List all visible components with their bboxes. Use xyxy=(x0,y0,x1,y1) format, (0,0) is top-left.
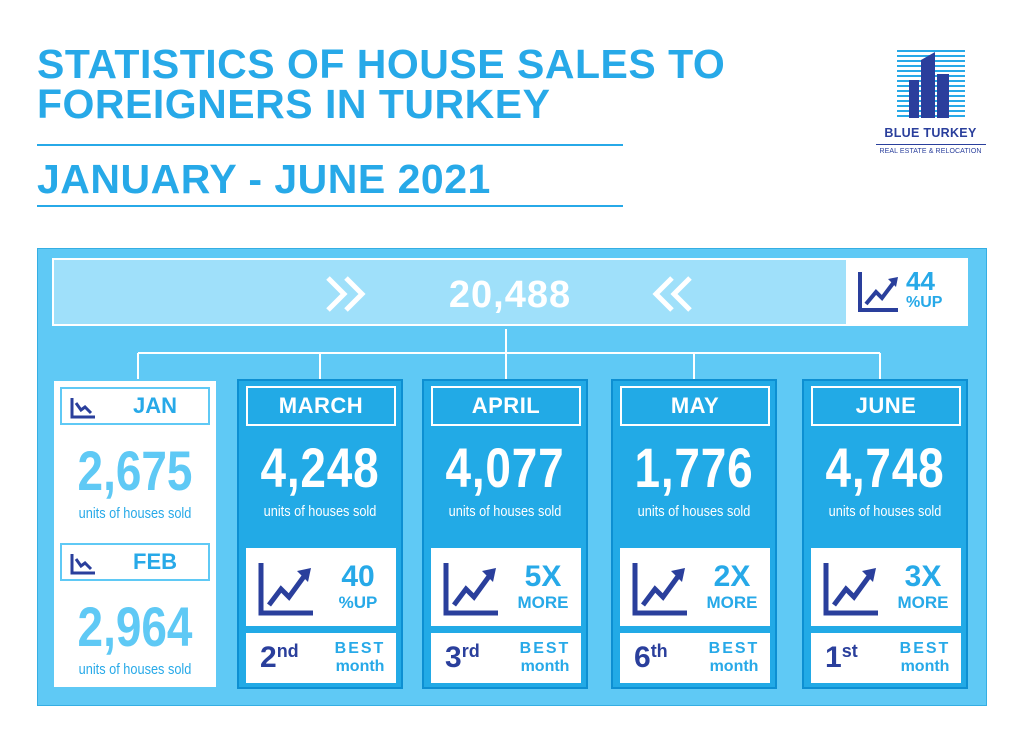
page-title: STATISTICS OF HOUSE SALES TO FOREIGNERS … xyxy=(37,41,726,127)
month-label: JUNE xyxy=(811,386,961,426)
month-sales-value: 1,776 xyxy=(634,436,754,499)
trend-up-icon xyxy=(443,563,498,616)
brand-logo: BLUE TURKEY REAL ESTATE & RELOCATION xyxy=(868,46,993,164)
month-stat-box: 2X MORE xyxy=(620,548,770,626)
month-rank-box: 1st BEST month xyxy=(811,633,961,683)
month-rank-box: 6th BEST month xyxy=(620,633,770,683)
rank-best-label: BEST xyxy=(334,640,386,657)
building-logo-icon xyxy=(896,50,965,118)
month-card-april: APRIL 4,077 units of houses sold 5X MORE… xyxy=(422,379,588,689)
month-stat-box: 5X MORE xyxy=(431,548,581,626)
double-chevron-left-icon xyxy=(652,276,692,312)
month-stat-value: 2X xyxy=(713,560,751,593)
month-units: units of houses sold xyxy=(263,503,377,520)
trend-up-icon xyxy=(632,563,687,616)
month-stat-label: %UP xyxy=(338,593,378,612)
month-rank: 6th xyxy=(634,641,668,674)
stats-panel: 20,488 44 %UP xyxy=(37,248,987,706)
month-sales-value: 4,248 xyxy=(260,436,380,499)
month-stat-box: 40 %UP xyxy=(246,548,396,626)
page-subtitle: JANUARY - JUNE 2021 xyxy=(37,156,491,202)
month-rank: 2nd xyxy=(260,641,299,674)
month-card-may: MAY 1,776 units of houses sold 2X MORE 6… xyxy=(611,379,777,689)
month-card-june: JUNE 4,748 units of houses sold 3X MORE … xyxy=(802,379,968,689)
month-sales-value: 4,077 xyxy=(445,436,565,499)
logo-tagline: REAL ESTATE & RELOCATION xyxy=(879,148,982,155)
feb-label: FEB xyxy=(133,549,177,574)
trend-down-icon xyxy=(70,554,95,575)
logo-divider xyxy=(875,144,986,145)
rank-month-label: month xyxy=(335,658,385,675)
total-change-value: 44 xyxy=(906,266,935,296)
double-chevron-right-icon xyxy=(326,276,366,312)
trend-up-icon xyxy=(823,563,878,616)
rank-month-label: month xyxy=(900,658,950,675)
month-stat-value: 3X xyxy=(904,560,942,593)
feb-units: units of houses sold xyxy=(78,661,192,678)
month-stat-label: MORE xyxy=(706,593,758,612)
month-label: APRIL xyxy=(431,386,581,426)
title-underline xyxy=(37,144,623,146)
month-stat-label: MORE xyxy=(897,593,949,612)
jan-feb-card: JAN 2,675 units of houses sold FEB 2,964… xyxy=(52,379,218,689)
month-units: units of houses sold xyxy=(637,503,751,520)
logo-name: BLUE TURKEY xyxy=(884,126,977,140)
month-rank: 3rd xyxy=(445,641,480,674)
month-sales-value: 4,748 xyxy=(825,436,945,499)
feb-value: 2,964 xyxy=(77,595,193,658)
month-units: units of houses sold xyxy=(828,503,942,520)
month-stat-box: 3X MORE xyxy=(811,548,961,626)
month-stat-value: 40 xyxy=(341,560,375,593)
connector-lines xyxy=(137,329,881,379)
month-rank-box: 2nd BEST month xyxy=(246,633,396,683)
month-rank: 1st xyxy=(825,641,858,674)
month-stat-label: MORE xyxy=(517,593,569,612)
month-rank-box: 3rd BEST month xyxy=(431,633,581,683)
month-stat-value: 5X xyxy=(524,560,562,593)
jan-value: 2,675 xyxy=(77,439,193,502)
rank-month-label: month xyxy=(709,658,759,675)
feb-label-box: FEB xyxy=(60,543,210,581)
subtitle-underline xyxy=(37,205,623,207)
jan-units: units of houses sold xyxy=(78,505,192,522)
month-label: MAY xyxy=(620,386,770,426)
rank-best-label: BEST xyxy=(899,640,951,657)
total-sales-value: 20,488 xyxy=(448,274,572,316)
rank-best-label: BEST xyxy=(708,640,760,657)
rank-month-label: month xyxy=(520,658,570,675)
total-bar: 20,488 44 %UP xyxy=(52,258,968,326)
total-change-label: %UP xyxy=(906,294,943,311)
jan-label-box: JAN xyxy=(60,387,210,425)
month-card-march: MARCH 4,248 units of houses sold 40 %UP … xyxy=(237,379,403,689)
jan-label: JAN xyxy=(132,393,177,418)
month-units: units of houses sold xyxy=(448,503,562,520)
month-label: MARCH xyxy=(246,386,396,426)
trend-down-icon xyxy=(70,398,95,419)
total-change-box: 44 %UP xyxy=(846,260,966,324)
trend-up-icon xyxy=(858,272,898,312)
rank-best-label: BEST xyxy=(519,640,571,657)
trend-up-icon xyxy=(258,563,313,616)
